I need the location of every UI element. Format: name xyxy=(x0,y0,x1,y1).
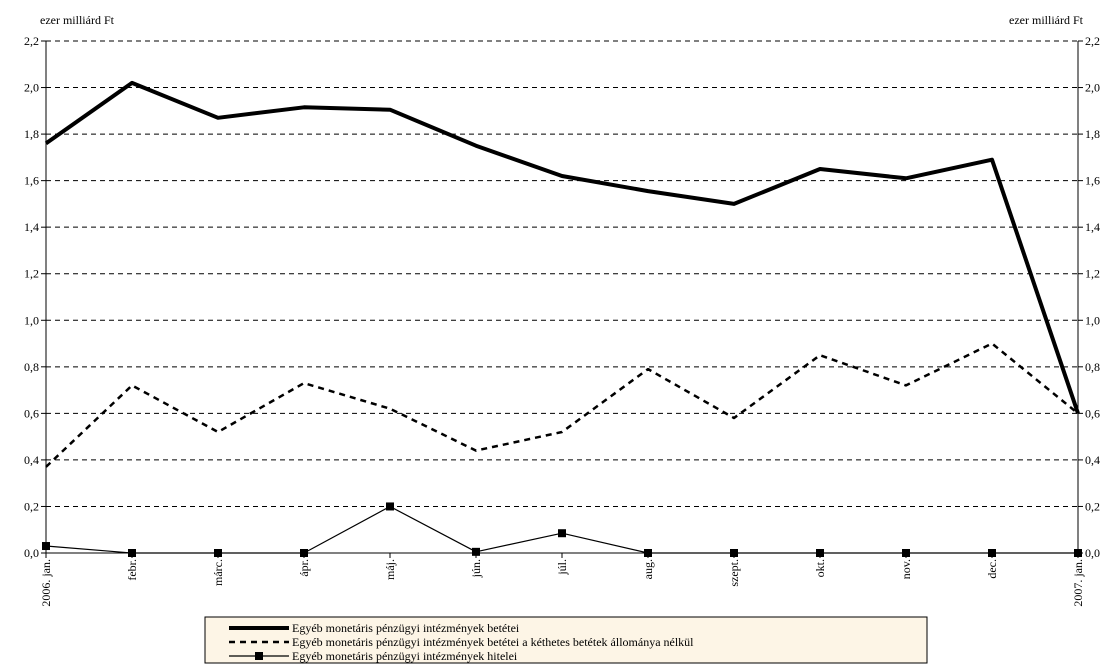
data-point-marker xyxy=(300,549,308,557)
data-point-marker xyxy=(730,549,738,557)
legend-items: Egyéb monetáris pénzügyi intézmények bet… xyxy=(229,621,694,663)
x-tick-label: aug. xyxy=(641,559,655,579)
y-tick-label-right: 1,8 xyxy=(1085,127,1100,141)
gridlines xyxy=(46,40,1078,507)
data-point-marker xyxy=(42,542,50,551)
y-tick-label-left: 0,6 xyxy=(24,406,39,420)
data-point-marker xyxy=(214,549,222,557)
y-tick-label-right: 1,4 xyxy=(1085,220,1100,234)
y-tick-label-left: 0,4 xyxy=(24,453,39,467)
x-tick-label: 2006. jan. xyxy=(39,559,53,607)
y-tick-label-right: 0,0 xyxy=(1085,546,1100,560)
y-tick-label-right: 0,6 xyxy=(1085,406,1100,420)
data-point-marker xyxy=(558,529,566,538)
y-tick-label-left: 1,4 xyxy=(24,220,39,234)
left-axis-title: ezer milliárd Ft xyxy=(40,13,115,27)
series-group xyxy=(42,80,1082,557)
y-tick-label-left: 1,8 xyxy=(24,127,39,141)
data-point-marker xyxy=(816,549,824,557)
y-tick-label-left: 1,0 xyxy=(24,313,39,327)
x-tick-label: márc. xyxy=(211,559,225,586)
y-tick-label-left: 0,0 xyxy=(24,546,39,560)
y-tick-label-right: 1,6 xyxy=(1085,174,1100,188)
data-point-marker xyxy=(988,549,996,557)
y-tick-label-right: 2,2 xyxy=(1085,34,1100,48)
y-tick-label-left: 1,2 xyxy=(24,267,39,281)
x-tick-label: jún. xyxy=(469,559,483,578)
y-tick-label-left: 0,2 xyxy=(24,499,39,513)
x-axis-ticks: 2006. jan. febr. márc. ápr. máj. jún. júl. aug.… xyxy=(39,553,1085,607)
x-tick-label: 2007. jan. xyxy=(1071,559,1085,607)
y-axis-left-ticks: 0,0 0,2 0,4 0,6 0,8 1,0 1,2 1,4 1,6 1,8 2,0 2,2 xyxy=(24,34,46,560)
x-tick-label: okt. xyxy=(813,559,827,577)
series-line-2 xyxy=(45,342,1079,468)
y-tick-label-right: 0,4 xyxy=(1085,453,1100,467)
legend-marker xyxy=(255,652,263,660)
x-tick-label: júl. xyxy=(555,559,569,576)
data-point-marker xyxy=(644,549,652,557)
y-tick-label-right: 0,2 xyxy=(1085,499,1100,513)
y-tick-label-left: 1,6 xyxy=(24,174,39,188)
legend-label-3: Egyéb monetáris pénzügyi intézmények hit… xyxy=(292,649,518,663)
y-tick-label-left: 2,0 xyxy=(24,81,39,95)
x-tick-label: febr. xyxy=(125,559,139,581)
legend-box xyxy=(204,616,928,664)
x-tick-label: szept. xyxy=(727,559,741,587)
legend-label-2: Egyéb monetáris pénzügyi intézmények bet… xyxy=(292,635,694,649)
x-tick-label: nov. xyxy=(899,559,913,579)
data-point-marker xyxy=(472,547,480,556)
y-tick-label-right: 2,0 xyxy=(1085,81,1100,95)
y-axis-right-ticks: 0,0 0,2 0,4 0,6 0,8 1,0 1,2 1,4 1,6 1,8 2,0 2,2 xyxy=(1078,34,1100,560)
y-tick-label-left: 0,8 xyxy=(24,360,39,374)
x-tick-label: ápr. xyxy=(297,559,311,577)
data-point-marker xyxy=(128,549,136,557)
right-axis-title: ezer milliárd Ft xyxy=(1009,13,1084,27)
x-tick-label: dec. xyxy=(985,559,999,579)
data-point-marker xyxy=(902,549,910,557)
y-tick-label-left: 2,2 xyxy=(24,34,39,48)
x-tick-label: máj. xyxy=(383,559,397,580)
legend-label-1: Egyéb monetáris pénzügyi intézmények bet… xyxy=(292,621,520,635)
y-tick-label-right: 0,8 xyxy=(1085,360,1100,374)
legend: Egyéb monetáris pénzügyi intézmények bet… xyxy=(204,616,928,664)
series-line-1 xyxy=(44,80,1080,415)
y-tick-label-right: 1,0 xyxy=(1085,313,1100,327)
axes xyxy=(45,41,1079,554)
data-point-marker xyxy=(386,502,394,511)
data-point-marker xyxy=(1074,549,1082,557)
y-tick-label-right: 1,2 xyxy=(1085,267,1100,281)
